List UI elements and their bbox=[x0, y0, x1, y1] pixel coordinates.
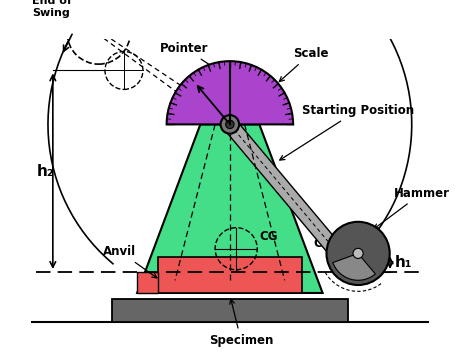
Text: h₂: h₂ bbox=[37, 164, 55, 179]
Circle shape bbox=[220, 115, 239, 134]
Text: CG: CG bbox=[314, 237, 332, 250]
Bar bbox=[137, 272, 158, 293]
Text: Scale: Scale bbox=[279, 47, 328, 81]
Bar bbox=[112, 299, 348, 322]
Wedge shape bbox=[333, 253, 375, 280]
Text: Anvil: Anvil bbox=[103, 245, 157, 278]
Text: Specimen: Specimen bbox=[209, 299, 273, 346]
Circle shape bbox=[353, 248, 363, 258]
Text: Hammer: Hammer bbox=[374, 187, 450, 229]
Text: Pointer: Pointer bbox=[160, 42, 220, 71]
Bar bbox=[158, 257, 301, 293]
Wedge shape bbox=[167, 61, 293, 124]
Text: End of
Swing: End of Swing bbox=[32, 0, 72, 18]
Text: h₁: h₁ bbox=[395, 255, 412, 270]
Text: CG: CG bbox=[259, 230, 278, 243]
Polygon shape bbox=[137, 124, 323, 293]
Circle shape bbox=[226, 120, 234, 129]
Circle shape bbox=[327, 222, 390, 285]
Polygon shape bbox=[224, 120, 338, 252]
Text: Starting Position: Starting Position bbox=[280, 104, 414, 160]
